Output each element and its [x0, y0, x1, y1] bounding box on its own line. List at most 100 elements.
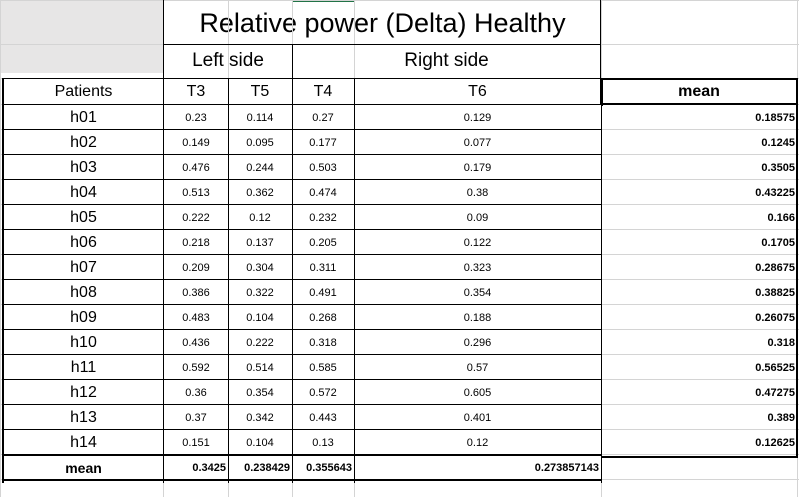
t6-value[interactable]: 0.296: [463, 336, 492, 349]
column-mean-t4-value[interactable]: 0.355643: [306, 461, 352, 474]
t5-value[interactable]: 0.095: [246, 136, 274, 149]
patient-id[interactable]: h02: [70, 133, 97, 151]
patient-id[interactable]: h08: [70, 283, 97, 301]
t6-value[interactable]: 0.57: [466, 361, 489, 374]
t5-value[interactable]: 0.244: [246, 161, 274, 174]
cell-border: [163, 0, 164, 483]
mean-value[interactable]: 0.12625: [755, 436, 795, 449]
mean-value[interactable]: 0.47275: [755, 386, 795, 399]
t3-value[interactable]: 0.23: [185, 111, 207, 124]
t6-value[interactable]: 0.179: [463, 161, 492, 174]
t6-value[interactable]: 0.354: [463, 286, 492, 299]
t5-value[interactable]: 0.114: [246, 111, 274, 124]
mean-value[interactable]: 0.18575: [755, 111, 795, 124]
t4-value[interactable]: 0.205: [309, 236, 337, 249]
t5-value[interactable]: 0.342: [246, 411, 274, 424]
t5-value[interactable]: 0.12: [249, 211, 271, 224]
t3-value[interactable]: 0.218: [182, 236, 210, 249]
t5-value[interactable]: 0.104: [246, 311, 274, 324]
t4-value[interactable]: 0.27: [312, 111, 334, 124]
t4-value[interactable]: 0.443: [309, 411, 337, 424]
patient-id[interactable]: h04: [70, 183, 97, 201]
t5-value[interactable]: 0.304: [246, 261, 274, 274]
t5-value[interactable]: 0.354: [246, 386, 274, 399]
mean-value[interactable]: 0.28675: [755, 261, 795, 274]
t6-value[interactable]: 0.188: [463, 311, 492, 324]
mean-value[interactable]: 0.3505: [761, 161, 795, 174]
patient-id[interactable]: h09: [70, 308, 97, 326]
mean-value[interactable]: 0.26075: [755, 311, 795, 324]
t4-value[interactable]: 0.318: [309, 336, 337, 349]
patient-id[interactable]: h11: [70, 358, 97, 376]
t3-value[interactable]: 0.513: [182, 186, 210, 199]
t3-value[interactable]: 0.222: [182, 211, 210, 224]
column-mean-t6-value[interactable]: 0.273857143: [534, 461, 599, 474]
t3-value[interactable]: 0.592: [182, 361, 210, 374]
t5-value[interactable]: 0.137: [246, 236, 274, 249]
t4-value[interactable]: 0.177: [309, 136, 337, 149]
t5-value[interactable]: 0.362: [246, 186, 274, 199]
t6-value[interactable]: 0.129: [463, 111, 492, 124]
mean-value[interactable]: 0.1705: [761, 236, 795, 249]
t4-column-header[interactable]: T4: [313, 83, 333, 100]
t4-value[interactable]: 0.503: [309, 161, 337, 174]
mean-value[interactable]: 0.166: [767, 211, 795, 224]
mean-column-header[interactable]: mean: [678, 83, 720, 100]
t3-value[interactable]: 0.151: [182, 436, 210, 449]
t4-value[interactable]: 0.232: [309, 211, 337, 224]
t6-value[interactable]: 0.09: [466, 211, 489, 224]
t4-value[interactable]: 0.268: [309, 311, 337, 324]
t6-value[interactable]: 0.323: [463, 261, 492, 274]
t6-value[interactable]: 0.38: [466, 186, 489, 199]
t3-value[interactable]: 0.36: [185, 386, 207, 399]
t4-value[interactable]: 0.572: [309, 386, 337, 399]
t5-value[interactable]: 0.104: [246, 436, 274, 449]
t6-value[interactable]: 0.605: [463, 386, 492, 399]
t3-value[interactable]: 0.386: [182, 286, 210, 299]
t6-value[interactable]: 0.12: [466, 436, 489, 449]
t5-column-header[interactable]: T5: [250, 83, 270, 100]
t3-value[interactable]: 0.37: [185, 411, 207, 424]
patient-id[interactable]: h13: [70, 408, 97, 426]
patient-id[interactable]: h10: [70, 333, 97, 351]
patient-id[interactable]: h03: [70, 158, 97, 176]
mean-value[interactable]: 0.43225: [755, 186, 795, 199]
table-title[interactable]: Relative power (Delta) Healthy: [199, 7, 566, 38]
patient-id[interactable]: h05: [70, 208, 97, 226]
left-side-header[interactable]: Left side: [192, 50, 264, 71]
t3-value[interactable]: 0.149: [182, 136, 210, 149]
t3-column-header[interactable]: T3: [186, 83, 206, 100]
patient-id[interactable]: h12: [70, 383, 97, 401]
patients-column-header[interactable]: Patients: [54, 83, 113, 100]
t6-value[interactable]: 0.077: [463, 136, 492, 149]
patient-id[interactable]: h06: [70, 233, 97, 251]
column-mean-t3-value[interactable]: 0.3425: [192, 461, 226, 474]
t5-value[interactable]: 0.514: [246, 361, 274, 374]
t4-value[interactable]: 0.491: [309, 286, 337, 299]
t4-value[interactable]: 0.13: [312, 436, 334, 449]
t4-value[interactable]: 0.585: [309, 361, 337, 374]
mean-value[interactable]: 0.38825: [755, 286, 795, 299]
t3-value[interactable]: 0.476: [182, 161, 210, 174]
t4-value[interactable]: 0.474: [309, 186, 337, 199]
patient-id[interactable]: h07: [70, 258, 97, 276]
t6-value[interactable]: 0.401: [463, 411, 492, 424]
right-side-header[interactable]: Right side: [404, 50, 489, 71]
mean-value[interactable]: 0.56525: [755, 361, 795, 374]
t6-column-header[interactable]: T6: [468, 83, 487, 100]
t3-value[interactable]: 0.436: [182, 336, 210, 349]
t6-value[interactable]: 0.122: [463, 236, 492, 249]
mean-value[interactable]: 0.389: [767, 411, 795, 424]
t5-value[interactable]: 0.222: [246, 336, 274, 349]
mean-value[interactable]: 0.1245: [761, 136, 795, 149]
column-mean-t5-value[interactable]: 0.238429: [244, 461, 290, 474]
patient-id[interactable]: h14: [70, 433, 97, 451]
t3-value[interactable]: 0.209: [182, 261, 210, 274]
t4-value[interactable]: 0.311: [309, 261, 337, 274]
mean-value[interactable]: 0.318: [767, 336, 795, 349]
t3-value[interactable]: 0.483: [182, 311, 210, 324]
mean-row-label[interactable]: mean: [65, 459, 102, 476]
patient-id[interactable]: h01: [70, 108, 97, 126]
t5-value[interactable]: 0.322: [246, 286, 274, 299]
corner-shaded-cell[interactable]: [0, 0, 163, 73]
